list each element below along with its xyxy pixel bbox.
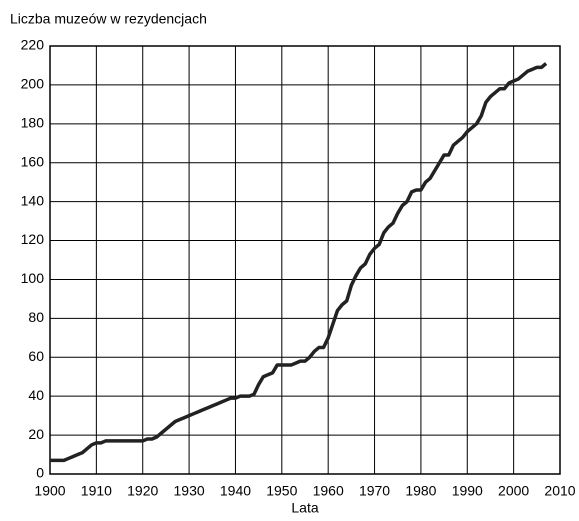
y-tick-label: 0 (36, 465, 44, 481)
plot-frame (49, 45, 561, 475)
x-tick-label: 2010 (544, 483, 575, 499)
x-tick-label: 1950 (266, 483, 297, 499)
x-tick-label: 1910 (81, 483, 112, 499)
x-tick-label: 2000 (498, 483, 529, 499)
y-tick-label: 200 (21, 76, 45, 92)
x-tick-label: 1920 (127, 483, 158, 499)
y-tick-label: 60 (28, 348, 44, 364)
y-tick-label: 80 (28, 309, 44, 325)
x-tick-label: 1940 (220, 483, 251, 499)
x-tick-label: 1900 (34, 483, 65, 499)
chart-title: Liczba muzeów w rezydencjach (10, 11, 207, 27)
y-tick-label: 100 (21, 270, 45, 286)
x-tick-label: 1980 (405, 483, 436, 499)
data-line (50, 62, 548, 463)
x-axis-label: Lata (291, 500, 318, 516)
x-tick-label: 1990 (452, 483, 483, 499)
y-tick-label: 40 (28, 387, 44, 403)
y-tick-label: 180 (21, 115, 45, 131)
y-tick-label: 20 (28, 426, 44, 442)
y-tick-label: 220 (21, 37, 45, 53)
y-tick-label: 120 (21, 231, 45, 247)
x-tick-label: 1960 (313, 483, 344, 499)
y-tick-label: 140 (21, 192, 45, 208)
x-tick-label: 1970 (359, 483, 390, 499)
x-tick-label: 1930 (174, 483, 205, 499)
y-tick-label: 160 (21, 153, 45, 169)
